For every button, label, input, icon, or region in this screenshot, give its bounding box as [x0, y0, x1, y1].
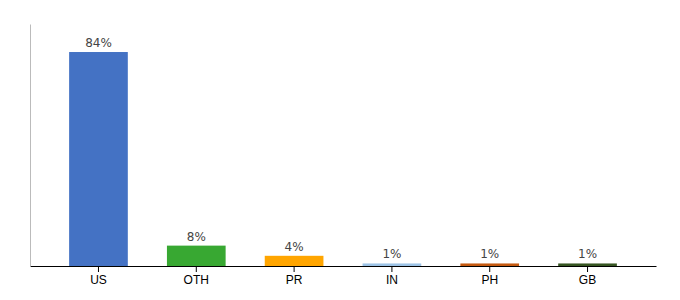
data-labels: 84% 8% 4% 1% 1% 1% — [85, 36, 597, 261]
x-tick-mark — [587, 266, 588, 272]
plot-area: US OTH PR IN PH GB 84% 8% 4% 1% 1% 1% — [31, 25, 657, 287]
bar — [69, 52, 128, 266]
x-tick-label: GB — [579, 273, 596, 287]
data-label: 1% — [578, 247, 597, 261]
bar — [265, 256, 324, 266]
bar — [460, 263, 519, 266]
x-tick: GB — [579, 266, 596, 287]
y-axis-line — [30, 25, 31, 267]
data-label: 1% — [382, 247, 401, 261]
x-tick-mark — [196, 266, 197, 272]
x-tick-label: US — [90, 273, 107, 287]
data-label: 4% — [285, 240, 304, 254]
x-tick: US — [90, 266, 107, 287]
bar — [167, 246, 226, 266]
bars — [69, 52, 617, 266]
chart-svg: US OTH PR IN PH GB 84% 8% 4% 1% 1% 1% — [0, 0, 680, 300]
bar — [558, 263, 617, 266]
data-label: 1% — [480, 247, 499, 261]
y-axis — [30, 25, 31, 267]
x-tick-mark — [489, 266, 490, 272]
chart-container: US OTH PR IN PH GB 84% 8% 4% 1% 1% 1% — [0, 0, 680, 300]
x-tick: PH — [481, 266, 498, 287]
bar — [363, 263, 422, 266]
x-tick-mark — [98, 266, 99, 272]
x-tick: IN — [386, 266, 398, 287]
x-tick-label: OTH — [184, 273, 209, 287]
data-label: 84% — [85, 36, 112, 50]
x-tick: PR — [286, 266, 303, 287]
x-tick-mark — [294, 266, 295, 272]
x-axis-line — [31, 266, 657, 267]
x-tick: OTH — [184, 266, 209, 287]
x-tick-label: IN — [386, 273, 398, 287]
x-axis: US OTH PR IN PH GB — [31, 266, 657, 287]
x-tick-label: PH — [481, 273, 498, 287]
data-label: 8% — [187, 230, 206, 244]
x-tick-label: PR — [286, 273, 303, 287]
x-tick-mark — [391, 266, 392, 272]
